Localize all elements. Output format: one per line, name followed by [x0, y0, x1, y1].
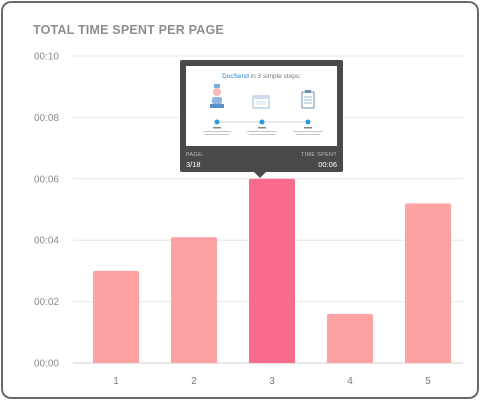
thumbnail-brand: DocSend: [222, 73, 249, 80]
x-tick-label: 3: [269, 376, 275, 387]
person-upload-icon: [210, 84, 224, 108]
x-tick-label: 1: [113, 376, 119, 387]
x-tick-label: 5: [425, 376, 431, 387]
bar[interactable]: [405, 203, 451, 363]
tooltip-time-label: TIME SPENT: [300, 152, 337, 158]
caption-line: [249, 134, 275, 135]
y-tick-label: 00:00: [34, 359, 59, 370]
tooltip-page-value: 3/18: [186, 160, 201, 169]
y-tick-label: 00:06: [34, 174, 59, 185]
clipboard-icon: [301, 90, 315, 109]
thumbnail-heading: DocSend in 3 simple steps:: [186, 73, 337, 80]
page-preview-tooltip: DocSend in 3 simple steps:: [180, 60, 343, 178]
x-tick-label: 2: [191, 376, 197, 387]
bar-chart: 00:00 00:02 00:04 00:06 00:08 00:10 1 2 3 4 5: [34, 52, 463, 387]
bar[interactable]: [171, 237, 217, 363]
y-tick-label: 00:04: [34, 236, 59, 247]
thumbnail-heading-text: in 3 simple steps:: [248, 73, 301, 80]
y-tick-label: 00:10: [34, 52, 59, 63]
timeline-dot: [214, 119, 220, 125]
caption-line: [213, 127, 221, 129]
y-tick-label: 00:08: [34, 113, 59, 124]
caption-line: [258, 127, 266, 129]
x-tick-label: 4: [347, 376, 353, 387]
caption-line: [247, 131, 277, 132]
timeline-dot: [305, 119, 311, 125]
caption-line: [304, 127, 312, 129]
caption-line: [293, 131, 323, 132]
browser-window-icon: [252, 95, 270, 109]
thumbnail-steps: [203, 84, 323, 135]
caption-line: [205, 134, 229, 135]
page-thumbnail: DocSend in 3 simple steps:: [186, 66, 337, 146]
chart-title: TOTAL TIME SPENT PER PAGE: [33, 23, 224, 37]
caption-line: [203, 131, 231, 132]
timeline-dot: [259, 119, 265, 125]
tooltip-arrow: [254, 172, 266, 178]
y-tick-label: 00:02: [34, 297, 59, 308]
bar[interactable]: [93, 270, 139, 363]
tooltip-page-label: PAGE:: [186, 152, 204, 158]
tooltip-time-value: 00:06: [318, 160, 337, 169]
bar-highlighted[interactable]: [249, 178, 295, 363]
caption-line: [296, 134, 320, 135]
bar[interactable]: [327, 313, 373, 363]
